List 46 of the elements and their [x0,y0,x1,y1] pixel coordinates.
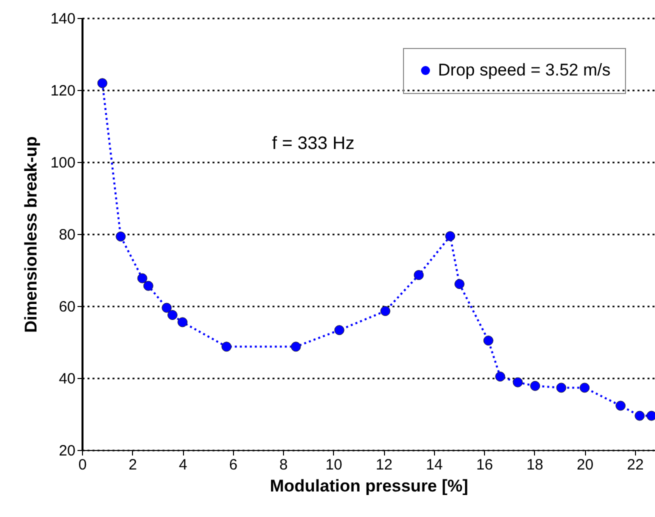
x-tick-label: 10 [325,456,342,474]
point [334,325,344,336]
annotation: f = 333 Hz [272,133,355,153]
x-tick-label: 12 [376,456,392,474]
legend-label: Drop speed = 3.52 m/s [438,60,610,80]
x-tick-label: 22 [627,456,644,474]
point [530,380,540,391]
point [454,279,464,290]
point [483,336,494,346]
y-tick-label: 20 [58,442,76,460]
point [580,382,590,393]
y-tick-label: 80 [58,226,76,244]
point [167,310,178,320]
y-tick-label: 60 [58,298,76,316]
point [634,410,645,421]
point [143,280,154,291]
point [222,342,232,352]
point [556,382,566,393]
y-axis-title: Dimensionless break-up [21,136,40,333]
point [178,317,188,328]
x-tick-label: 8 [279,456,288,474]
point [512,377,523,388]
x-tick-label: 14 [426,456,443,474]
y-tick-label: 40 [58,370,76,388]
x-tick-label: 18 [526,456,544,474]
point [616,400,626,411]
x-tick-label: 20 [576,456,594,474]
point [445,231,456,242]
point [290,342,301,352]
point [380,306,390,316]
point [495,372,506,382]
x-axis-title: Modulation pressure [%] [270,476,468,496]
point [116,232,126,242]
point [646,410,655,421]
point [414,270,424,280]
point [162,302,172,313]
x-tick-label: 2 [128,456,137,474]
x-tick-label: 6 [229,456,238,474]
x-tick-label: 4 [178,456,188,474]
point [97,78,108,88]
x-tick-label: 16 [476,456,493,474]
y-tick-label: 140 [50,10,76,28]
y-tick-label: 120 [50,82,76,100]
x-tick-label: 0 [78,456,87,474]
point [137,273,148,284]
y-tick-label: 100 [50,154,76,172]
